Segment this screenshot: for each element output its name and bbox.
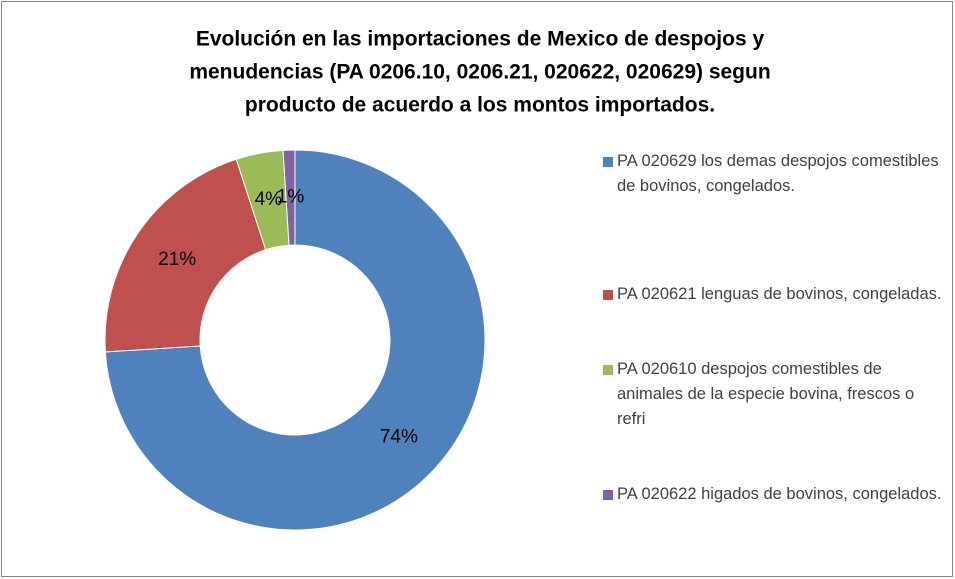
data-label: 74%: [380, 427, 418, 448]
legend-entry: PA 020629 los demas despojos comestibles…: [617, 152, 943, 195]
chart-title: producto de acuerdo a los montos importa…: [245, 94, 715, 117]
legend-swatch: [603, 365, 613, 375]
legend-swatch: [603, 290, 613, 300]
data-label: 4%: [255, 189, 283, 210]
donut-slice: [282, 149, 296, 246]
data-label: 1%: [277, 187, 305, 208]
legend-entry: PA 020610 despojos comestibles de animal…: [617, 360, 919, 428]
legend-entry: PA 020621 lenguas de bovinos, congeladas…: [617, 285, 941, 303]
donut-slice: [104, 158, 267, 353]
chart-title: menudencias (PA 0206.10, 0206.21, 020622…: [189, 61, 770, 84]
data-label: 21%: [158, 249, 196, 270]
donut-slice: [104, 149, 486, 531]
legend-swatch: [603, 157, 613, 167]
legend-swatch: [603, 490, 613, 500]
legend-entry: PA 020622 higados de bovinos, congelados…: [617, 485, 941, 503]
chart-title: Evolución en las importaciones de Mexico…: [196, 28, 765, 51]
